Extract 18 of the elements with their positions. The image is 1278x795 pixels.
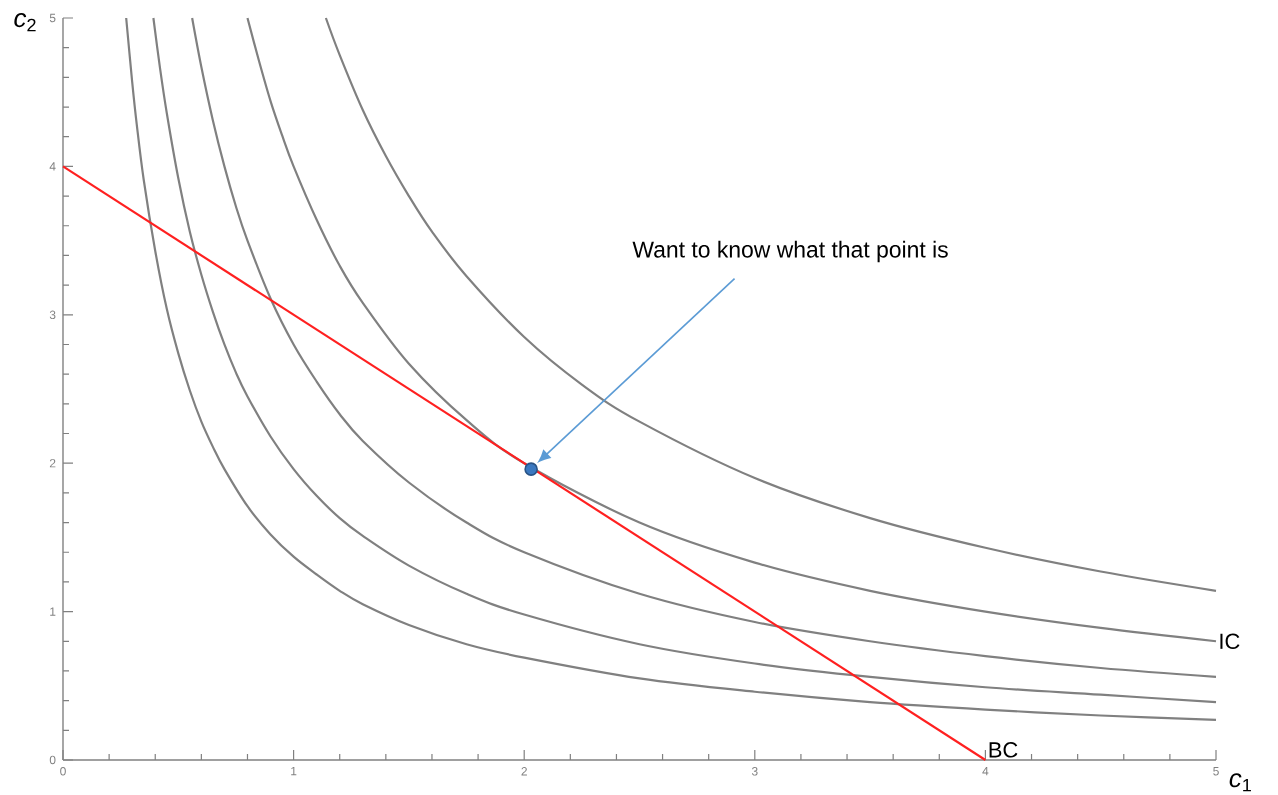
y-tick-label: 3	[49, 310, 56, 320]
line-series	[324, 16, 1218, 592]
y-tick-label: 1	[50, 607, 56, 616]
series-label: BC	[989, 742, 1018, 758]
y-tick-label: 2	[49, 459, 56, 468]
x-tick-label: 0	[60, 767, 66, 776]
x-tick-label: 1	[291, 767, 297, 776]
x-tick-label: 3	[751, 767, 758, 776]
y-tick-label: 5	[49, 13, 56, 23]
y-tick-label: 0	[49, 755, 56, 765]
annotation: Want to know what that point is	[632, 240, 948, 263]
x-tick-label: 5	[1213, 767, 1219, 776]
y-axis-title: c$_{2}$	[14, 12, 36, 32]
x-tick-label: 4	[982, 767, 989, 776]
y-tick-label: 4	[49, 162, 56, 171]
x-axis-title: c$_{1}$	[1229, 773, 1251, 792]
series-label: IC	[1220, 633, 1240, 650]
x-tick-label: 2	[521, 767, 527, 776]
